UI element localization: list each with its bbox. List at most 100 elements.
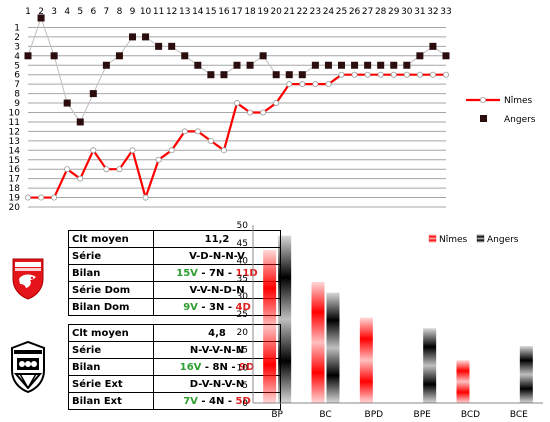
y-tick-label: 1 [14,23,20,33]
bar-legend-label-angers: Angers [487,235,519,245]
x-tick-label: 24 [323,7,335,17]
point-angers [429,42,437,50]
x-tick-label: 8 [117,7,123,17]
point-nimes [299,81,306,88]
bar-legend-swatch-nimes [428,234,437,243]
stats-label: Bilan [68,264,154,282]
x-tick-label: 3 [51,7,57,17]
ranking-line-chart: 1 2 3 4 5 6 7 8 9 10 11 12 13 14 15 16 17 18 19 20 21 22 23 24 2… [9,7,536,213]
bar-y-tick-label: 50 [237,221,249,231]
x-tick-label: 28 [375,7,387,17]
y-tick-label: 20 [9,203,21,213]
point-nimes [77,175,84,182]
x-tick-label: 15 [205,7,216,17]
point-angers [364,61,372,69]
point-nimes [403,71,410,78]
point-nimes [390,71,397,78]
point-angers [311,61,319,69]
point-nimes [429,71,436,78]
bar-legend: Nîmes Angers [428,234,519,245]
point-nimes [116,166,123,173]
point-angers [207,71,215,79]
y-tick-label: 4 [14,52,20,62]
x-tick-label: 10 [140,7,152,17]
point-angers [298,71,306,79]
bar-nimes [456,360,470,403]
y-tick-label: 17 [9,175,20,185]
x-tick-label: 13 [179,7,190,17]
bar-x-tick-label: BPD [365,410,384,420]
point-nimes [312,81,319,88]
x-tick-label: 25 [336,7,347,17]
bar-y-tick-label: 10 [237,363,249,373]
nimes-logo [12,258,44,300]
bar-y-tick-label: 30 [237,292,249,302]
x-tick-label: 9 [130,7,136,17]
bar-y-tick-label: 20 [237,328,249,338]
point-nimes [38,194,45,201]
point-nimes [286,81,293,88]
x-tick-label: 27 [362,7,373,17]
point-nimes [129,147,136,154]
legend-label-angers: Angers [504,115,536,125]
bar-legend-label-nimes: Nîmes [439,235,468,245]
point-nimes [155,156,162,163]
point-angers [181,52,189,60]
point-angers [377,61,385,69]
stats-label: Série [68,341,154,359]
bar-y-tick-label: 40 [237,257,249,267]
y-tick-label: 9 [14,99,20,109]
point-nimes [90,147,97,154]
point-nimes [24,194,31,201]
stats-row: Série Dom V-V-N-D-N [68,281,281,299]
bar-y-tick-label: 45 [237,239,248,249]
point-nimes [220,147,227,154]
x-tick-label: 2 [38,7,44,17]
bar-x-tick-label: BP [271,410,283,420]
legend-marker-angers [480,115,487,122]
bar-legend-swatch-angers [476,234,485,243]
bar-x-tick-label: BC [319,410,331,420]
stats-label: Série Ext [68,375,154,393]
point-angers [272,71,280,79]
ranking-series [24,14,450,202]
bar-angers [278,235,292,403]
x-tick-label: 14 [192,7,204,17]
point-angers [390,61,398,69]
bar-y-tick-label: 0 [242,399,248,409]
point-angers [168,42,176,50]
point-nimes [207,137,214,144]
nimes-stats-table: Clt moyen 11,2 Série V-D-N-N-V Bilan 15V - 7N… [68,230,281,316]
y-tick-label: 13 [9,137,20,147]
y-tick-label: 8 [14,90,20,100]
point-angers [50,52,58,60]
point-angers [220,71,228,79]
point-nimes [364,71,371,78]
bar-nimes [311,281,325,403]
y-tick-label: 14 [9,146,21,156]
x-tick-label: 5 [77,7,83,17]
point-angers [259,52,267,60]
stats-value: 9V - 3N - 4D [153,298,281,316]
x-tick-label: 32 [427,7,438,17]
y-tick-label: 7 [14,80,20,90]
y-tick-label: 19 [9,194,21,204]
stats-label: Clt moyen [68,230,154,248]
point-angers [142,33,150,41]
bar-y-tick-label: 15 [237,346,248,356]
stats-label: Série [68,247,154,265]
bar-x-tick-label: BCD [461,410,480,420]
point-angers [102,61,110,69]
stats-label: Clt moyen [68,324,154,342]
bar-axes: 0 5 10 15 20 25 30 35 40 45 50 BP BC BPD BPE BCD BCE [237,221,543,420]
stats-row: Bilan Dom 9V - 3N - 4D [68,298,281,316]
bar-y-tick-label: 35 [237,274,248,284]
point-nimes [233,100,240,107]
point-angers [129,33,136,41]
x-tick-label: 18 [244,7,256,17]
bar-y-tick-label: 25 [237,310,248,320]
y-tick-label: 6 [14,71,20,81]
point-angers [233,61,241,69]
bar-y-tick-label: 5 [242,381,248,391]
stats-label: Bilan Ext [68,392,154,410]
